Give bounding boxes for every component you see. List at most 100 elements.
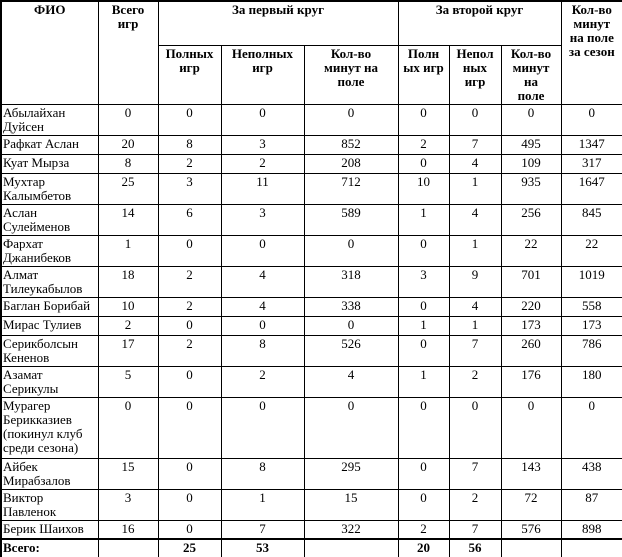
stat-cell: 1	[397, 365, 450, 398]
stat-cell: 318	[303, 265, 399, 298]
stat-cell: 2	[97, 315, 159, 336]
stat-cell: 576	[500, 519, 562, 540]
stat-cell: 16	[97, 519, 159, 540]
stat-cell: 6	[157, 203, 222, 236]
stat-cell: 0	[220, 396, 305, 459]
player-name: Куат Мырза	[0, 153, 99, 174]
stat-cell: 3	[97, 488, 159, 521]
stat-cell: 1019	[560, 265, 622, 298]
stat-cell: 8	[220, 334, 305, 367]
stat-cell: 8	[220, 457, 305, 490]
totals-cell	[97, 538, 159, 557]
stat-cell: 8	[157, 134, 222, 155]
column-header-fio: ФИО	[0, 0, 99, 105]
stat-cell: 0	[303, 315, 399, 336]
stat-cell: 1	[448, 234, 502, 267]
player-name: Рафкат Аслан	[0, 134, 99, 155]
stat-cell: 2	[157, 296, 222, 317]
stat-cell: 17	[97, 334, 159, 367]
stat-cell: 260	[500, 334, 562, 367]
player-row: Аслан Сулейменов 14 6 3 589 1 4 256 845	[0, 203, 622, 236]
player-row: Мухтар Калымбетов 25 3 11 712 10 1 935 1…	[0, 172, 622, 205]
player-row: Берик Шаихов 16 0 7 322 2 7 576 898	[0, 519, 622, 540]
stat-cell: 0	[397, 457, 450, 490]
player-row: Рафкат Аслан 20 8 3 852 2 7 495 1347	[0, 134, 622, 155]
stat-cell: 0	[448, 103, 502, 136]
stat-cell: 1	[220, 488, 305, 521]
stat-cell: 7	[448, 457, 502, 490]
stat-cell: 11	[220, 172, 305, 205]
totals-cell: 56	[448, 538, 502, 557]
stat-cell: 786	[560, 334, 622, 367]
stat-cell: 2	[220, 365, 305, 398]
column-header-partial-games-r1: Неполных игр	[220, 44, 305, 105]
stat-cell: 0	[560, 396, 622, 459]
stat-cell: 3	[397, 265, 450, 298]
stat-cell: 0	[397, 153, 450, 174]
stat-cell: 87	[560, 488, 622, 521]
player-name: Аслан Сулейменов	[0, 203, 99, 236]
stat-cell: 558	[560, 296, 622, 317]
player-row: Алмат Тилеукабылов 18 2 4 318 3 9 701 10…	[0, 265, 622, 298]
stat-cell: 0	[397, 296, 450, 317]
stat-cell: 0	[220, 103, 305, 136]
stat-cell: 220	[500, 296, 562, 317]
stat-cell: 0	[157, 519, 222, 540]
stat-cell: 0	[157, 103, 222, 136]
totals-cell: 53	[220, 538, 305, 557]
stat-cell: 0	[560, 103, 622, 136]
stat-cell: 4	[220, 296, 305, 317]
stat-cell: 2	[397, 519, 450, 540]
header-row-subcolumns: Полных игр Неполных игр Кол-во минут на …	[1, 44, 622, 105]
player-name: Абылайхан Дуйсен	[0, 103, 99, 136]
player-name: Алмат Тилеукабылов	[0, 265, 99, 298]
stat-cell: 322	[303, 519, 399, 540]
stat-cell: 2	[157, 265, 222, 298]
stat-cell: 7	[448, 519, 502, 540]
stat-cell: 22	[560, 234, 622, 267]
stat-cell: 1647	[560, 172, 622, 205]
stat-cell: 0	[303, 396, 399, 459]
player-row: Мурагер Берикказиев (покинул клуб среди …	[0, 396, 622, 459]
stat-cell: 18	[97, 265, 159, 298]
stat-cell: 7	[448, 334, 502, 367]
stat-cell: 701	[500, 265, 562, 298]
stat-cell: 22	[500, 234, 562, 267]
stat-cell: 589	[303, 203, 399, 236]
stat-cell: 0	[448, 396, 502, 459]
player-name: Фархат Джанибеков	[0, 234, 99, 267]
stat-cell: 0	[97, 103, 159, 136]
column-group-first-round: За первый круг	[157, 0, 399, 46]
stat-cell: 1	[97, 234, 159, 267]
player-name: Азамат Серикулы	[0, 365, 99, 398]
stat-cell: 898	[560, 519, 622, 540]
stat-cell: 4	[448, 296, 502, 317]
player-row: Серикболсын Кененов 17 2 8 526 0 7 260 7…	[0, 334, 622, 367]
column-group-second-round: За второй круг	[397, 0, 562, 46]
stat-cell: 0	[303, 103, 399, 136]
stat-cell: 4	[303, 365, 399, 398]
stat-cell: 338	[303, 296, 399, 317]
stat-cell: 1	[397, 315, 450, 336]
stat-cell: 0	[303, 234, 399, 267]
stat-cell: 845	[560, 203, 622, 236]
stat-cell: 2	[397, 134, 450, 155]
totals-cell	[560, 538, 622, 557]
column-header-season-minutes: Кол-во минут на поле за сезон	[560, 0, 622, 105]
stat-cell: 317	[560, 153, 622, 174]
stat-cell: 1	[448, 172, 502, 205]
stat-cell: 7	[448, 134, 502, 155]
totals-cell	[500, 538, 562, 557]
player-name: Виктор Павленок	[0, 488, 99, 521]
stat-cell: 495	[500, 134, 562, 155]
stat-cell: 0	[157, 234, 222, 267]
totals-label: Всего:	[0, 538, 99, 557]
stat-cell: 15	[303, 488, 399, 521]
totals-cell: 25	[157, 538, 222, 557]
stat-cell: 0	[397, 488, 450, 521]
player-row: Мирас Тулиев 2 0 0 0 1 1 173 173	[0, 315, 622, 336]
totals-row: Всего: 25 53 20 56	[0, 538, 622, 557]
stat-cell: 852	[303, 134, 399, 155]
stat-cell: 712	[303, 172, 399, 205]
player-row: Куат Мырза 8 2 2 208 0 4 109 317	[0, 153, 622, 174]
